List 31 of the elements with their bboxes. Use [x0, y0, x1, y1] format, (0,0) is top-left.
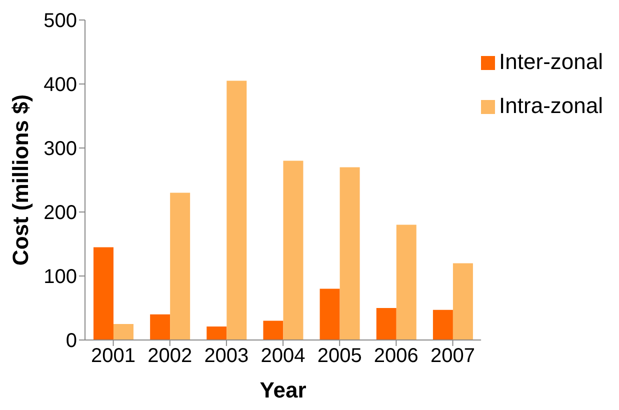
y-axis-title: Cost (millions $): [8, 94, 33, 266]
x-tick-label: 2007: [430, 345, 476, 368]
y-tick-label: 500: [44, 10, 77, 32]
legend-label: Intra-zonal: [499, 93, 603, 118]
y-tick-label: 400: [44, 74, 77, 96]
x-axis-title: Year: [260, 378, 307, 403]
bar: [263, 320, 284, 340]
bar: [396, 224, 416, 340]
y-tick-label: 0: [66, 330, 77, 352]
y-tick-label: 200: [44, 202, 77, 224]
bar: [150, 314, 170, 340]
bar: [226, 80, 247, 340]
y-tick-label: 100: [44, 266, 77, 288]
y-tick-label: 300: [44, 138, 77, 160]
x-tick-label: 2005: [317, 345, 362, 368]
x-tick-label: 2004: [260, 345, 306, 368]
x-tick-label: 2001: [91, 345, 136, 368]
x-tick-label: 2006: [374, 345, 418, 368]
bar: [170, 192, 190, 340]
bar: [206, 326, 227, 340]
bar: [320, 288, 340, 340]
bar: [340, 167, 360, 340]
x-tick-label: 2002: [148, 345, 192, 368]
legend-label: Inter-zonal: [499, 49, 603, 74]
x-tick-label: 2003: [204, 345, 249, 368]
bar: [432, 310, 453, 340]
bar: [452, 263, 473, 340]
bar: [283, 160, 304, 340]
bar: [93, 247, 114, 340]
bar: [113, 324, 134, 340]
bar: [376, 308, 396, 340]
